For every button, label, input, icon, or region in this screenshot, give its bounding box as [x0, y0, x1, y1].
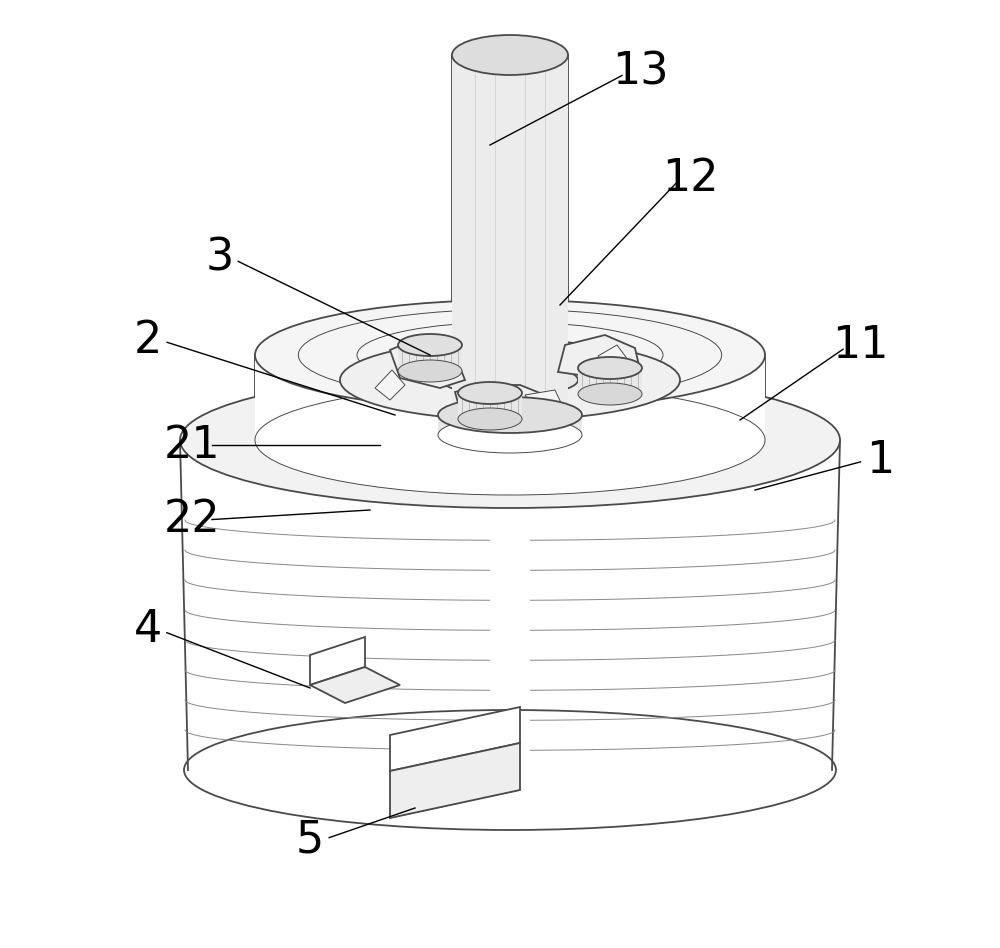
Text: 11: 11 [832, 323, 888, 367]
Ellipse shape [442, 364, 578, 396]
Polygon shape [455, 385, 545, 420]
Polygon shape [458, 393, 522, 419]
Polygon shape [558, 335, 640, 380]
Polygon shape [390, 335, 465, 388]
Ellipse shape [184, 710, 836, 830]
Polygon shape [310, 667, 400, 703]
Ellipse shape [458, 408, 522, 430]
Polygon shape [438, 415, 582, 435]
Text: 1: 1 [866, 439, 894, 482]
Ellipse shape [458, 382, 522, 404]
Text: 21: 21 [164, 424, 220, 466]
Ellipse shape [180, 372, 840, 508]
Ellipse shape [398, 334, 462, 356]
Text: 12: 12 [662, 156, 718, 199]
Ellipse shape [578, 383, 642, 405]
Text: 2: 2 [134, 319, 162, 361]
Polygon shape [525, 390, 562, 415]
Ellipse shape [255, 385, 765, 495]
Polygon shape [180, 440, 840, 770]
Ellipse shape [452, 35, 568, 75]
Ellipse shape [438, 417, 582, 453]
Polygon shape [310, 637, 365, 685]
Ellipse shape [340, 340, 680, 420]
Text: 4: 4 [134, 609, 162, 651]
Ellipse shape [438, 397, 582, 433]
Ellipse shape [398, 360, 462, 382]
Polygon shape [375, 370, 405, 400]
Polygon shape [398, 345, 462, 371]
Polygon shape [598, 345, 628, 372]
Text: 13: 13 [612, 50, 668, 94]
Ellipse shape [255, 300, 765, 410]
Ellipse shape [578, 357, 642, 379]
Polygon shape [390, 743, 520, 818]
Polygon shape [578, 368, 642, 394]
Polygon shape [255, 355, 765, 440]
Text: 3: 3 [206, 236, 234, 280]
Text: 5: 5 [296, 818, 324, 862]
Polygon shape [390, 707, 520, 771]
Text: 22: 22 [164, 499, 220, 541]
Polygon shape [452, 55, 568, 420]
